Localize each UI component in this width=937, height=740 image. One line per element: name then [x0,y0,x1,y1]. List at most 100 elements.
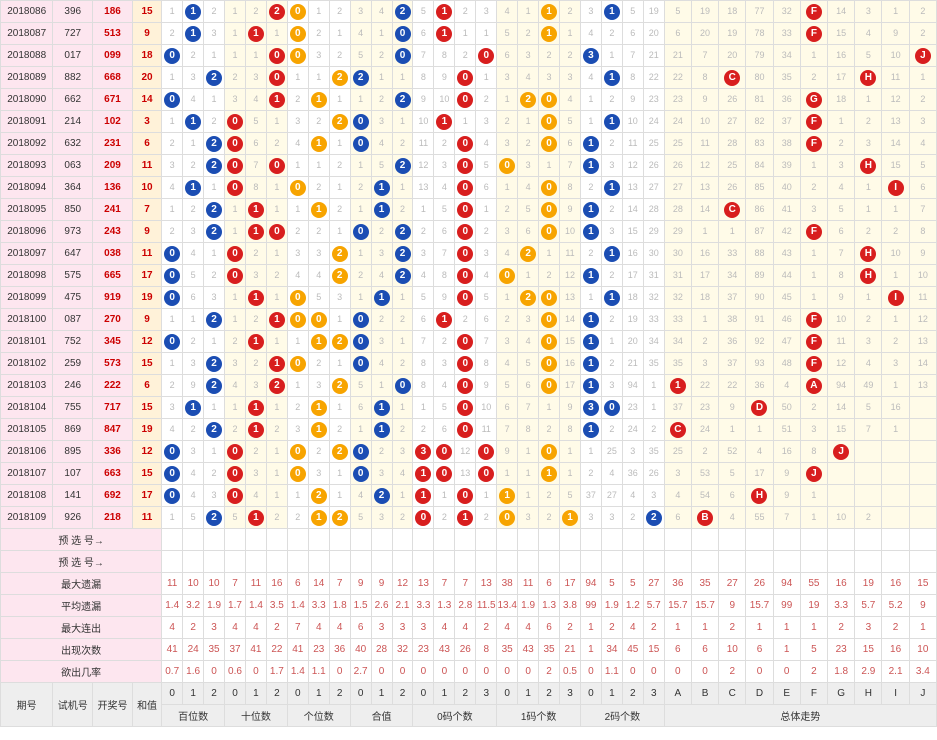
preselect-cell[interactable] [497,529,518,551]
ball-marker: 0 [353,356,369,372]
preselect-cell[interactable] [909,529,936,551]
preselect-cell[interactable] [643,551,664,573]
preselect-cell[interactable] [287,551,308,573]
ball-marker: 2 [206,356,222,372]
preselect-cell[interactable] [664,551,691,573]
preselect-cell[interactable] [225,529,246,551]
period-cell: 2018103 [1,375,53,397]
preselect-cell[interactable] [183,551,204,573]
trend-cell: 10 [560,221,581,243]
preselect-cell[interactable] [266,529,287,551]
preselect-cell[interactable] [773,551,800,573]
test-num-cell: 752 [53,331,93,353]
preselect-cell[interactable] [622,551,643,573]
trend-cell: H [855,265,882,287]
preselect-cell[interactable] [350,529,371,551]
preselect-cell[interactable] [245,551,266,573]
miss-count: 1 [811,248,816,258]
trend-cell: 1 [350,89,371,111]
trend-cell [882,485,909,507]
trend-cell: 0 [455,155,476,177]
preselect-cell[interactable] [909,551,936,573]
miss-count: 16 [782,446,792,456]
test-num-cell: 895 [53,441,93,463]
preselect-cell[interactable] [580,529,601,551]
preselect-cell[interactable] [539,551,560,573]
miss-count: 5 [484,160,489,170]
trend-cell: 2 [392,507,413,529]
open-num-cell: 345 [93,331,133,353]
preselect-cell[interactable] [287,529,308,551]
preselect-cell[interactable] [719,551,746,573]
preselect-cell[interactable] [882,551,909,573]
preselect-cell[interactable] [204,551,225,573]
preselect-cell[interactable] [828,529,855,551]
preselect-cell[interactable] [497,551,518,573]
preselect-cell[interactable] [746,551,773,573]
preselect-cell[interactable] [329,529,350,551]
miss-count: 3 [212,28,217,38]
preselect-cell[interactable] [266,551,287,573]
preselect-cell[interactable] [371,551,392,573]
preselect-cell[interactable] [800,529,827,551]
preselect-cell[interactable] [392,529,413,551]
preselect-cell[interactable] [773,529,800,551]
miss-count: 3 [400,446,405,456]
preselect-cell[interactable] [539,529,560,551]
preselect-cell[interactable] [560,529,581,551]
preselect-cell[interactable] [204,529,225,551]
preselect-cell[interactable] [800,551,827,573]
preselect-cell[interactable] [350,551,371,573]
preselect-cell[interactable] [828,551,855,573]
preselect-cell[interactable] [622,529,643,551]
preselect-cell[interactable] [455,529,476,551]
stat-value: 0.6 [225,661,246,683]
preselect-cell[interactable] [691,551,718,573]
preselect-cell[interactable] [746,529,773,551]
open-num-cell: 186 [93,1,133,23]
preselect-cell[interactable] [691,529,718,551]
miss-count: 3 [484,116,489,126]
preselect-cell[interactable] [476,529,497,551]
preselect-cell[interactable] [580,551,601,573]
preselect-cell[interactable] [162,551,183,573]
preselect-cell[interactable] [476,551,497,573]
preselect-cell[interactable] [664,529,691,551]
preselect-cell[interactable] [413,551,434,573]
stat-value: 41 [287,639,308,661]
preselect-cell[interactable] [560,551,581,573]
preselect-cell[interactable] [308,551,329,573]
preselect-cell[interactable] [434,551,455,573]
preselect-cell[interactable] [329,551,350,573]
preselect-cell[interactable] [719,529,746,551]
trend-cell: 2 [162,221,183,243]
trend-cell: 1 [800,485,827,507]
preselect-cell[interactable] [855,551,882,573]
preselect-cell[interactable] [308,529,329,551]
preselect-cell[interactable] [392,551,413,573]
trend-cell: 1 [580,265,601,287]
preselect-cell[interactable] [601,529,622,551]
trend-cell: 3 [183,441,204,463]
preselect-cell[interactable] [183,529,204,551]
preselect-cell[interactable] [434,529,455,551]
stat-value: 10 [183,573,204,595]
preselect-cell[interactable] [162,529,183,551]
preselect-cell[interactable] [643,529,664,551]
ball-marker: 1 [604,180,620,196]
preselect-cell[interactable] [518,529,539,551]
preselect-cell[interactable] [245,529,266,551]
miss-count: 17 [836,72,846,82]
preselect-cell[interactable] [601,551,622,573]
preselect-cell[interactable] [413,529,434,551]
preselect-cell[interactable] [855,529,882,551]
trend-cell: 4 [476,133,497,155]
preselect-cell[interactable] [518,551,539,573]
preselect-cell[interactable] [371,529,392,551]
sum-cell: 3 [132,111,161,133]
preselect-cell[interactable] [455,551,476,573]
preselect-cell[interactable] [882,529,909,551]
miss-count: 33 [649,314,659,324]
preselect-cell[interactable] [225,551,246,573]
miss-count: 1 [400,292,405,302]
